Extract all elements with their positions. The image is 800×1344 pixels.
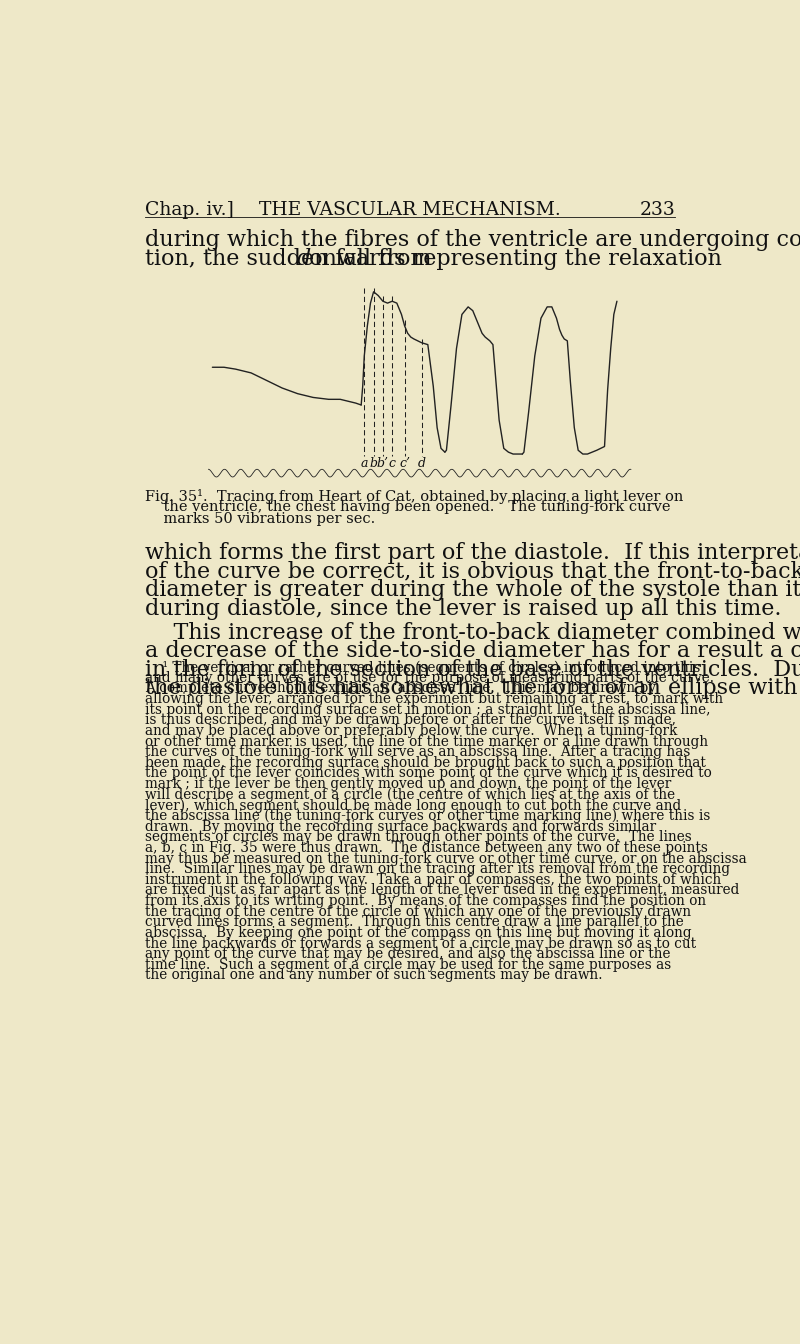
- Text: and many other curves are of use for the purpose of measuring parts of the curve: and many other curves are of use for the…: [145, 671, 714, 685]
- Text: ¹ The vertical or rather curved lines (segments of circles) introduced into this: ¹ The vertical or rather curved lines (s…: [145, 660, 700, 675]
- Text: 233: 233: [639, 202, 675, 219]
- Text: marks 50 vibrations per sec.: marks 50 vibrations per sec.: [145, 512, 375, 526]
- Text: of the curve be correct, it is obvious that the front-to-back: of the curve be correct, it is obvious t…: [145, 560, 800, 583]
- Text: lever), which segment should be made long enough to cut both the curve and: lever), which segment should be made lon…: [145, 798, 682, 813]
- Text: abscissa.  By keeping one point of the compass on this line but moving it along: abscissa. By keeping one point of the co…: [145, 926, 691, 939]
- Text: are fixed just as far apart as the length of the lever used in the experiment, m: are fixed just as far apart as the lengt…: [145, 883, 739, 898]
- Text: or other time marker is used, the line of the time marker or a line drawn throug: or other time marker is used, the line o…: [145, 735, 708, 749]
- Text: instrument in the following way.  Take a pair of compasses, the two points of wh: instrument in the following way. Take a …: [145, 872, 722, 887]
- Text: a decrease of the side-to-side diameter has for a result a change: a decrease of the side-to-side diameter …: [145, 640, 800, 663]
- Text: the diastole this has somewhat the form of an ellipse with the: the diastole this has somewhat the form …: [145, 677, 800, 699]
- Text: allowing the lever, arranged for the experiment but remaining at rest, to mark w: allowing the lever, arranged for the exp…: [145, 692, 723, 706]
- Text: drawn.  By moving the recording surface backwards and forwards similar: drawn. By moving the recording surface b…: [145, 820, 656, 833]
- Text: c’: c’: [399, 457, 410, 470]
- Text: the curves of the tuning-fork will serve as an abscissa line.  After a tracing h: the curves of the tuning-fork will serve…: [145, 745, 690, 759]
- Text: any point of the curve that may be desired, and also the abscissa line or the: any point of the curve that may be desir…: [145, 948, 670, 961]
- Text: tion, the sudden fall from: tion, the sudden fall from: [145, 247, 438, 270]
- Text: during diastole, since the lever is raised up all this time.: during diastole, since the lever is rais…: [145, 598, 782, 620]
- Text: This increase of the front-to-back diameter combined with: This increase of the front-to-back diame…: [145, 622, 800, 644]
- Text: diameter is greater during the whole of the systole than it is: diameter is greater during the whole of …: [145, 579, 800, 601]
- Text: Chap. iv.]: Chap. iv.]: [145, 202, 234, 219]
- Text: curved lines forms a segment.  Through this centre draw a line parallel to the: curved lines forms a segment. Through th…: [145, 915, 684, 929]
- Text: onwards representing the relaxation: onwards representing the relaxation: [302, 247, 722, 270]
- Text: THE VASCULAR MECHANISM.: THE VASCULAR MECHANISM.: [259, 202, 561, 219]
- Text: A complete curve should exhibit an ‘abscissa’ line.  This may be drawn by: A complete curve should exhibit an ‘absc…: [145, 681, 656, 695]
- Text: its point on the recording surface set in motion ; a straight line, the abscissa: its point on the recording surface set i…: [145, 703, 710, 716]
- Text: b: b: [370, 457, 378, 470]
- Text: will describe a segment of a circle (the centre of which lies at the axis of the: will describe a segment of a circle (the…: [145, 788, 675, 802]
- Text: which forms the first part of the diastole.  If this interpretation: which forms the first part of the diasto…: [145, 543, 800, 564]
- Text: is thus described, and may be drawn before or after the curve itself is made,: is thus described, and may be drawn befo…: [145, 714, 676, 727]
- Text: time line.  Such a segment of a circle may be used for the same purposes as: time line. Such a segment of a circle ma…: [145, 958, 671, 972]
- Text: d: d: [297, 247, 311, 270]
- Text: the tracing of the centre of the circle of which any one of the previously drawn: the tracing of the centre of the circle …: [145, 905, 691, 919]
- Text: and may be placed above or preferably below the curve.  When a tuning-fork: and may be placed above or preferably be…: [145, 724, 678, 738]
- Text: a: a: [361, 457, 368, 470]
- Text: mark ; if the lever be then gently moved up and down, the point of the lever: mark ; if the lever be then gently moved…: [145, 777, 671, 792]
- Text: d: d: [418, 457, 426, 470]
- Text: Fig. 35¹.  Tracing from Heart of Cat, obtained by placing a light lever on: Fig. 35¹. Tracing from Heart of Cat, obt…: [145, 488, 683, 504]
- Text: line.  Similar lines may be drawn on the tracing after its removal from the reco: line. Similar lines may be drawn on the …: [145, 862, 730, 876]
- Text: the original one and any number of such segments may be drawn.: the original one and any number of such …: [145, 969, 602, 982]
- Text: the point of the lever coincides with some point of the curve which it is desire: the point of the lever coincides with so…: [145, 766, 712, 781]
- Text: may thus be measured on the tuning-fork curve or other time curve, or on the abs: may thus be measured on the tuning-fork …: [145, 852, 746, 866]
- Text: a, b, c in Fig. 35 were thus drawn.  The distance between any two of these point: a, b, c in Fig. 35 were thus drawn. The …: [145, 841, 708, 855]
- Text: in the form of the section of the base of the ventricles.  During: in the form of the section of the base o…: [145, 659, 800, 680]
- Text: b’: b’: [377, 457, 389, 470]
- Text: segments of circles may be drawn through other points of the curve.  The lines: segments of circles may be drawn through…: [145, 831, 692, 844]
- Text: the abscissa line (the tuning-fork curves or other time marking line) where this: the abscissa line (the tuning-fork curve…: [145, 809, 710, 824]
- Text: the line backwards or forwards a segment of a circle may be drawn so as to cut: the line backwards or forwards a segment…: [145, 937, 696, 950]
- Text: the ventricle, the chest having been opened.   The tuning-fork curve: the ventricle, the chest having been ope…: [145, 500, 670, 513]
- Text: during which the fibres of the ventricle are undergoing contrac-: during which the fibres of the ventricle…: [145, 228, 800, 251]
- Text: been made, the recording surface should be brought back to such a position that: been made, the recording surface should …: [145, 755, 706, 770]
- Text: c: c: [389, 457, 396, 470]
- Text: from its axis to its writing point.  By means of the compasses find the position: from its axis to its writing point. By m…: [145, 894, 706, 909]
